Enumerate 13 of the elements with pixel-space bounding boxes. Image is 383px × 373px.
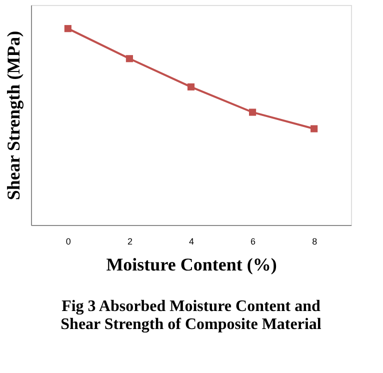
point xyxy=(249,108,256,116)
point xyxy=(310,125,318,132)
text: Fig 3 Absorbed Moisture Content and Shear Strength of Composite Material xyxy=(60,298,322,333)
x-tick-label: 4 xyxy=(188,236,194,246)
y-axis-title: Shear Strength (MPa) xyxy=(4,30,24,200)
x-axis-title: Moisture Content (%) xyxy=(106,254,277,274)
x-tick-label: 8 xyxy=(312,236,318,246)
x-tick-label: 6 xyxy=(250,236,256,246)
point xyxy=(126,55,133,62)
point xyxy=(187,83,195,90)
x-tick-label: 0 xyxy=(66,236,71,246)
point xyxy=(64,25,72,32)
x-tick-label: 2 xyxy=(127,236,132,246)
